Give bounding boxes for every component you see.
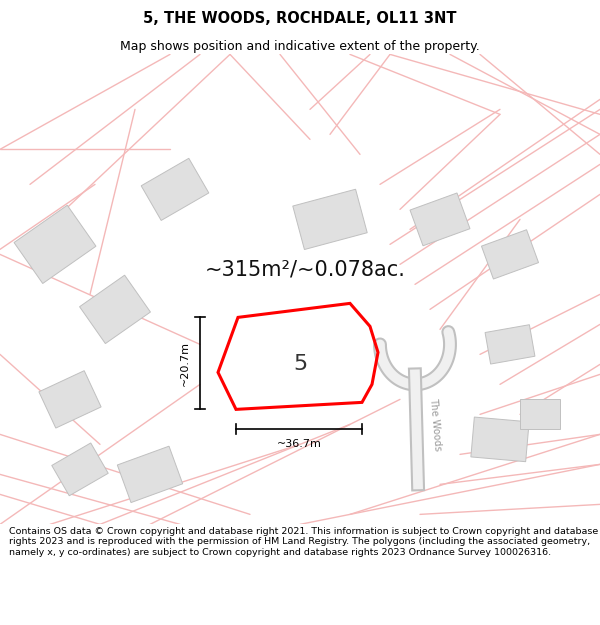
Polygon shape (52, 443, 108, 496)
Text: ~315m²/~0.078ac.: ~315m²/~0.078ac. (205, 259, 406, 279)
Text: 5: 5 (293, 354, 307, 374)
Polygon shape (481, 230, 539, 279)
Text: ~20.7m: ~20.7m (180, 341, 190, 386)
Polygon shape (80, 275, 151, 344)
Text: Contains OS data © Crown copyright and database right 2021. This information is : Contains OS data © Crown copyright and d… (9, 527, 598, 556)
Polygon shape (471, 417, 529, 462)
Text: The Woods: The Woods (428, 398, 442, 451)
Polygon shape (520, 399, 560, 429)
Polygon shape (118, 446, 182, 503)
Text: ~36.7m: ~36.7m (277, 439, 322, 449)
Text: 5, THE WOODS, ROCHDALE, OL11 3NT: 5, THE WOODS, ROCHDALE, OL11 3NT (143, 11, 457, 26)
Polygon shape (293, 189, 367, 249)
Polygon shape (39, 371, 101, 428)
Polygon shape (14, 205, 96, 284)
Text: Map shows position and indicative extent of the property.: Map shows position and indicative extent… (120, 39, 480, 52)
Polygon shape (410, 193, 470, 246)
Polygon shape (141, 158, 209, 221)
Polygon shape (485, 325, 535, 364)
